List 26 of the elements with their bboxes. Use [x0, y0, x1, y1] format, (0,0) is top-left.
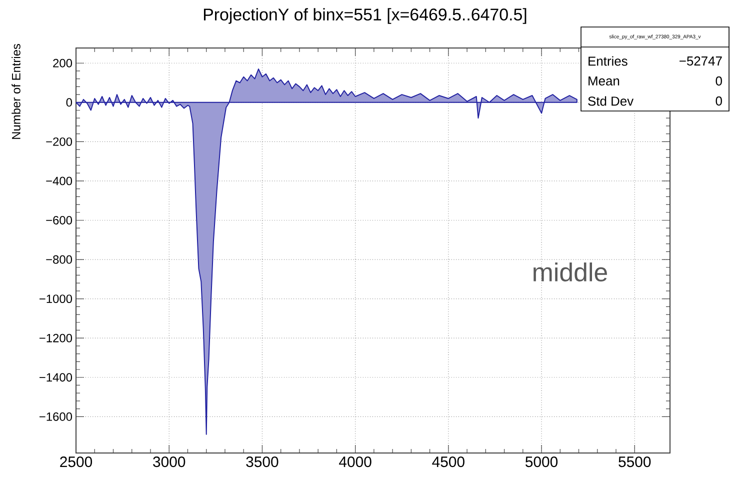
y-tick-label: −400 [46, 176, 72, 186]
annotation: Entries [588, 56, 628, 66]
y-tick-label: −1400 [40, 373, 72, 382]
x-tick-label: 5500 [618, 456, 651, 468]
y-tick-label: 200 [53, 58, 72, 68]
x-tick-label: 5000 [526, 456, 558, 468]
y-axis-title: Number of Entries [12, 44, 20, 139]
y-tick-label: −1000 [40, 294, 72, 304]
y-tick-label: −1200 [40, 334, 72, 342]
y-tick-label: −200 [46, 137, 72, 146]
y-tick-label: −1600 [40, 412, 72, 421]
y-tick-label: 0 [66, 98, 72, 107]
x-tick-label: 3000 [153, 456, 186, 468]
annotation: Mean [588, 76, 620, 86]
y-tick-label: −800 [46, 255, 72, 264]
text: 0 [716, 76, 722, 86]
x-tick-label: 2500 [60, 456, 92, 468]
annotation: Std Dev [588, 96, 634, 106]
y-tick-label: −600 [46, 216, 72, 224]
x-tick-label: 4000 [339, 456, 372, 468]
annotation: middle [534, 262, 607, 282]
x-tick-label: 4500 [432, 456, 464, 468]
chart-title: ProjectionY of binx=551 [x=6469.5..6470.5] [204, 8, 526, 24]
text: 0 [716, 96, 722, 106]
text: −52747 [680, 56, 722, 66]
x-tick-label: 3500 [246, 456, 278, 468]
